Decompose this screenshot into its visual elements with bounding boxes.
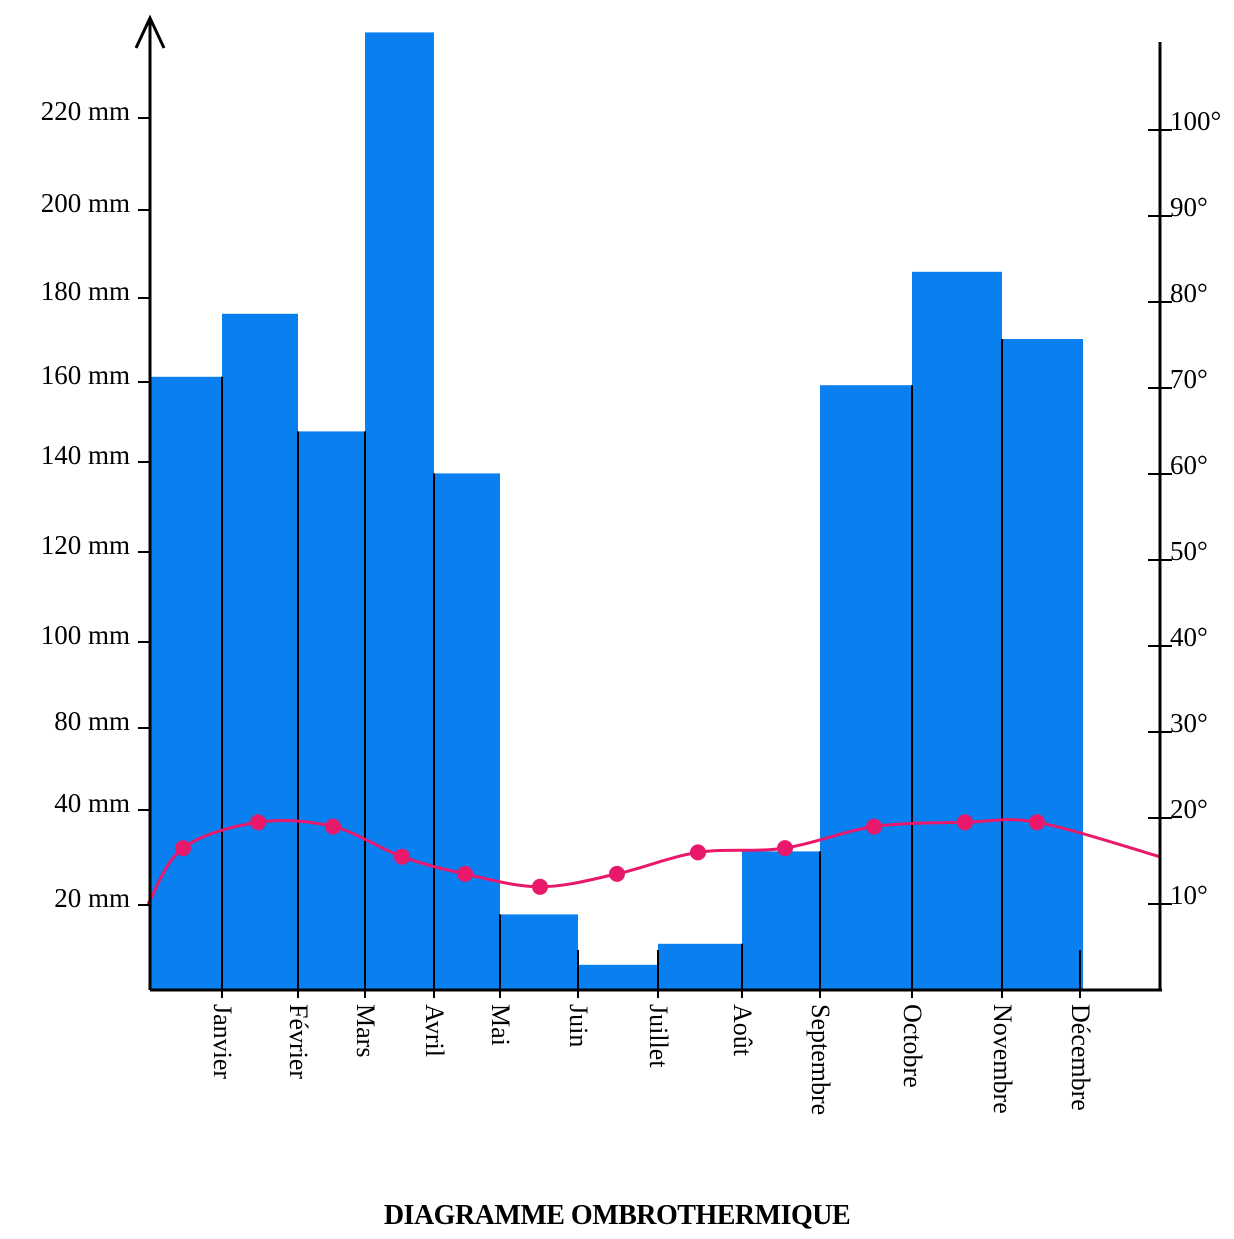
axes [134, 14, 1162, 992]
month-label-mai: Mai [486, 1004, 515, 1046]
month-label-février: Février [284, 1004, 313, 1079]
left-axis-ticks: 20 mm 40 mm 80 mm 100 mm 120 mm 140 mm 160 mm 1… [41, 96, 150, 913]
month-label-janvier: Janvier [208, 1004, 237, 1079]
bar-juin [500, 914, 578, 990]
bar-juillet [578, 964, 658, 990]
bar-mars [298, 431, 365, 990]
month-label-mars: Mars [351, 1004, 380, 1057]
temperature-point-mars [325, 818, 341, 835]
precipitation-bars [150, 32, 1083, 990]
temperature-point-février [250, 814, 266, 831]
bar-janvier [150, 376, 222, 990]
bar-février [222, 313, 298, 990]
right-tick-label: 100° [1170, 106, 1221, 136]
month-labels: Janvier Février Mars Avril Mai Juin Juillet Aoû… [208, 990, 1095, 1115]
month-label-novembre: Novembre [988, 1004, 1017, 1114]
bar-novembre [912, 271, 1002, 990]
month-dividers [221, 339, 1081, 990]
temperature-line-group [146, 814, 1161, 905]
bar-mai [434, 473, 500, 990]
right-tick-label: 10° [1170, 880, 1208, 910]
bar-avril [365, 32, 434, 990]
temperature-point-juillet [609, 865, 625, 882]
month-label-octobre: Octobre [898, 1004, 927, 1088]
right-tick-label: 90° [1170, 192, 1208, 222]
left-axis-arrow-icon [134, 14, 166, 49]
month-label-avril: Avril [420, 1004, 449, 1057]
temperature-point-juin [532, 878, 548, 895]
temperature-point-mai [457, 865, 473, 882]
right-tick-label: 80° [1170, 278, 1208, 308]
left-tick-label: 180 mm [41, 276, 130, 306]
bar-décembre [1002, 339, 1083, 990]
left-tick-label: 80 mm [54, 706, 130, 736]
left-tick-label: 120 mm [41, 530, 130, 560]
bar-octobre [820, 385, 912, 990]
right-tick-label: 30° [1170, 708, 1208, 738]
left-tick-label: 160 mm [41, 360, 130, 390]
right-axis-ticks: 10° 20° 30° 40° 50° 60° 70° 80° 90° 100° [1148, 106, 1221, 910]
temperature-point-janvier [175, 840, 191, 857]
left-tick-label: 100 mm [41, 620, 130, 650]
month-label-juillet: Juillet [644, 1004, 673, 1068]
left-tick-label: 20 mm [54, 883, 130, 913]
month-label-décembre: Décembre [1066, 1004, 1095, 1111]
left-tick-label: 140 mm [41, 440, 130, 470]
bar-septembre [742, 851, 820, 990]
month-label-septembre: Septembre [806, 1004, 835, 1115]
right-tick-label: 40° [1170, 622, 1208, 652]
month-label-juin: Juin [564, 1004, 593, 1047]
right-tick-label: 20° [1170, 794, 1208, 824]
left-tick-label: 40 mm [54, 788, 130, 818]
right-tick-label: 70° [1170, 364, 1208, 394]
month-label-août: Août [728, 1004, 757, 1057]
temperature-point-novembre [957, 814, 973, 831]
left-tick-label: 200 mm [41, 188, 130, 218]
right-tick-label: 60° [1170, 450, 1208, 480]
temperature-point-août [690, 844, 706, 861]
bar-août [658, 943, 742, 990]
temperature-point-décembre [1029, 814, 1045, 831]
chart-title: DIAGRAMME OMBROTHERMIQUE [383, 1200, 851, 1231]
right-tick-label: 50° [1170, 536, 1208, 566]
left-tick-label: 220 mm [41, 96, 130, 126]
temperature-point-octobre [866, 818, 882, 835]
temperature-point-avril [394, 848, 410, 865]
temperature-point-septembre [777, 840, 793, 857]
